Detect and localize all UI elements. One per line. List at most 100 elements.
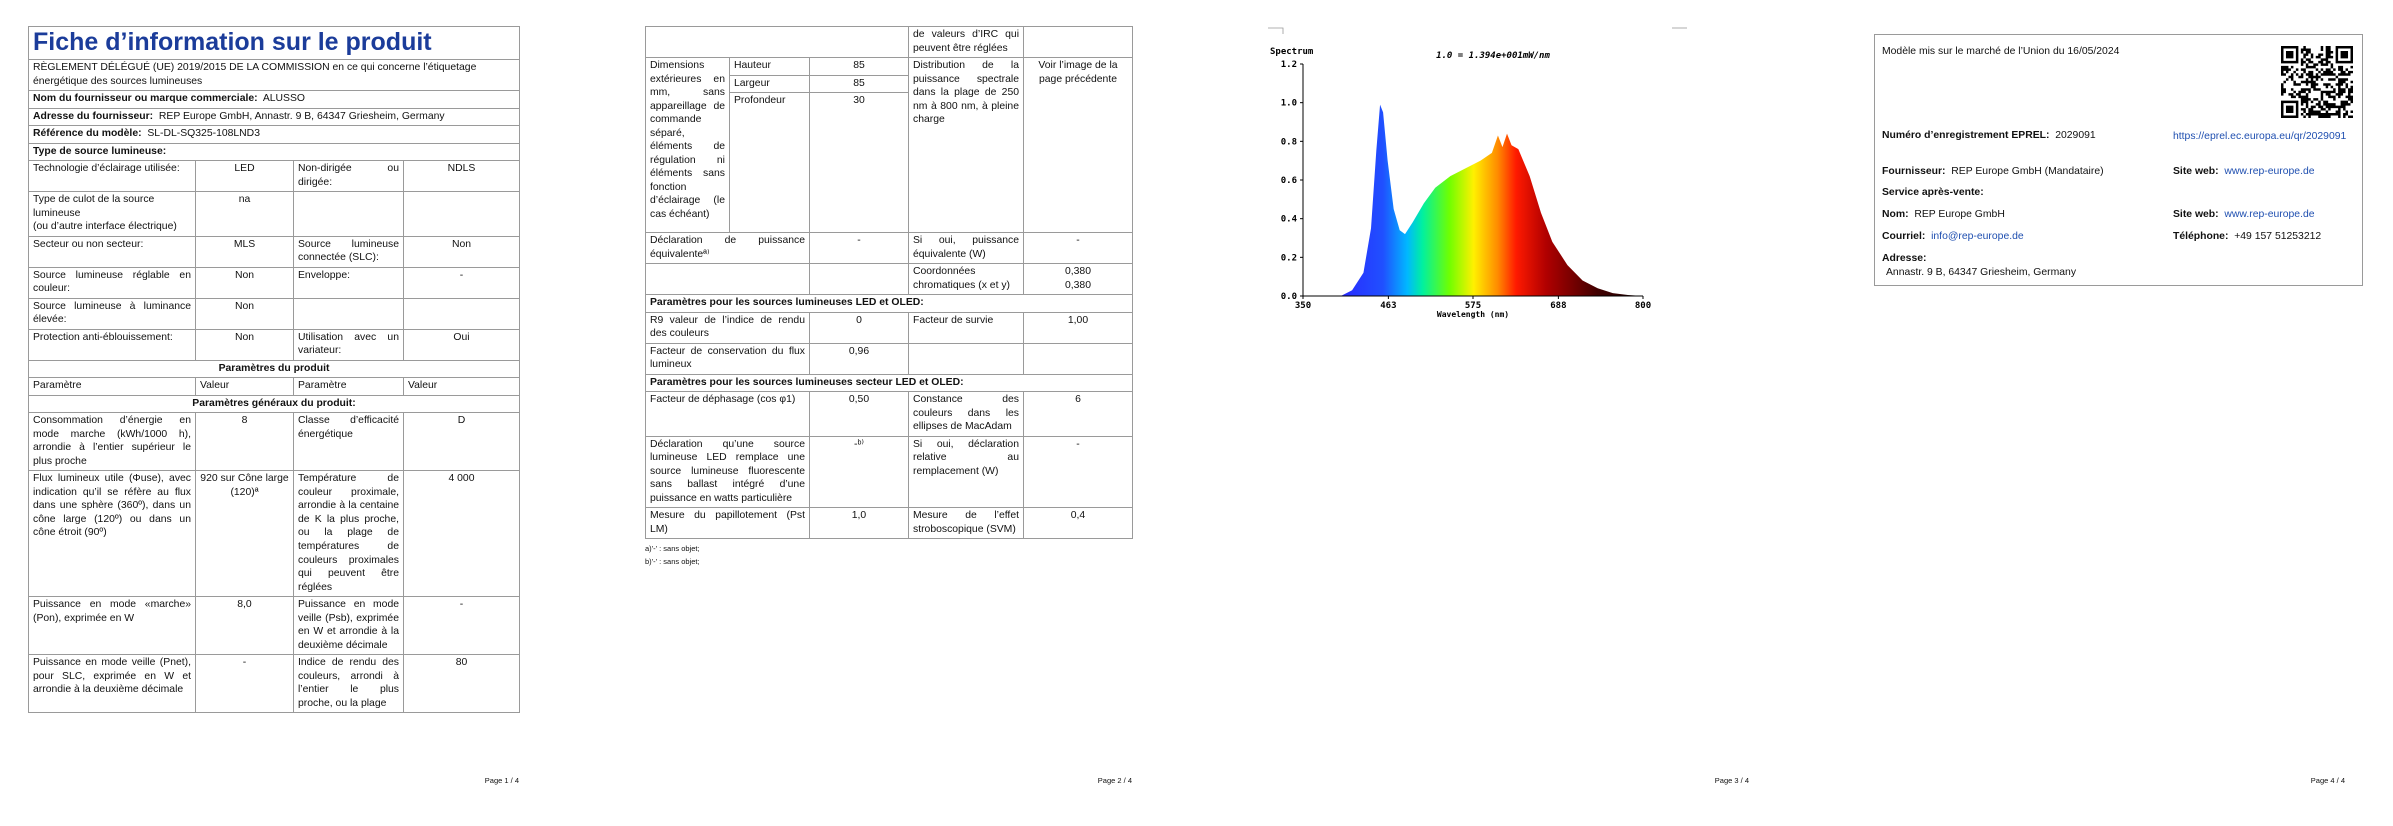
table-cell: Facteur de déphasage (cos φ1): [645, 391, 810, 437]
table-row: RÈGLEMENT DÉLÉGUÉ (UE) 2019/2015 DE LA C…: [28, 58, 520, 92]
text: Courriel:: [1882, 231, 1926, 242]
table-row: Secteur ou non secteur: MLS Source lumineu…: [28, 235, 520, 268]
x-tick-label: 800: [1635, 301, 1651, 311]
table-row: Type de culot de la source lumineuse (ou…: [28, 191, 520, 237]
text: 0,380: [1064, 266, 1091, 278]
table-cell: Mesure du papillotement (Pst LM): [645, 507, 810, 540]
text-block: Fournisseur: REP Europe GmbH (Mandataire…: [1882, 166, 2104, 177]
y-tick-label: 0.0: [1281, 292, 1297, 302]
table-row: Facteur de conservation du flux lumineux…: [645, 342, 1133, 375]
table-row: Source lumineuse à luminance élevée: Non: [28, 297, 520, 330]
footnotes: a)'-' : sans objet; b)'-' : sans objet;: [645, 543, 1134, 569]
table-cell: 1,0: [809, 507, 909, 540]
column-header: Paramètre: [293, 377, 404, 396]
text: SL-DL-SQ325-108LND3: [147, 128, 260, 140]
x-tick-label: 463: [1380, 301, 1396, 311]
y-tick-label: 0.4: [1281, 215, 1298, 225]
text: Adresse du fournisseur:: [33, 110, 154, 122]
section-heading: Paramètres du produit: [28, 359, 520, 379]
table-cell: Déclaration de puissance équivalenteª⁾: [645, 232, 810, 265]
table-cell: [1023, 342, 1133, 375]
table-row: Profondeur 30: [646, 92, 1133, 234]
table-row: Référence du modèle: SL-DL-SQ325-108LND3: [28, 125, 520, 144]
table-cell: Largeur: [729, 74, 810, 94]
corner-mark: [1268, 27, 1284, 34]
table-cell: Constance des couleurs dans les ellipses…: [908, 391, 1024, 437]
table-cell: -: [403, 596, 520, 656]
table-cell: 8,0: [195, 596, 294, 656]
page-2: de valeurs d’IRC qui peuvent être réglée…: [598, 0, 1196, 826]
table-cell: Source lumineuse à luminance élevée:: [28, 297, 196, 330]
table-cell: Adresse du fournisseur: REP Europe GmbH,…: [28, 107, 520, 127]
text-block: Site web: www.rep-europe.de: [2173, 209, 2315, 220]
website-link[interactable]: www.rep-europe.de: [2224, 209, 2315, 220]
table-cell: 0,50: [809, 391, 909, 437]
table-cell: [645, 26, 909, 59]
table-cell: Non: [195, 328, 294, 361]
column-header: Paramètre: [28, 377, 196, 396]
table-row: de valeurs d’IRC qui peuvent être réglée…: [645, 26, 1133, 59]
email-link[interactable]: info@rep-europe.de: [1931, 231, 2024, 242]
table-cell: Non: [195, 266, 294, 299]
column-header: Valeur: [403, 377, 520, 396]
table-cell: 6: [1023, 391, 1133, 437]
table-cell: Non: [403, 235, 520, 268]
table-row: Type de source lumineuse:: [28, 142, 520, 162]
table-cell: NDLS: [403, 160, 520, 193]
table-row: Paramètre Valeur Paramètre Valeur: [28, 377, 520, 396]
footnote: b)'-' : sans objet;: [645, 557, 700, 567]
page-number: Page 4 / 4: [2310, 776, 2345, 785]
text: 0,380: [1064, 279, 1091, 291]
table-row: Source lumineuse réglable en couleur: Non…: [28, 266, 520, 299]
page-number: Page 3 / 4: [1714, 776, 1749, 785]
column-header: Valeur: [195, 377, 294, 396]
text: Référence du modèle:: [33, 128, 142, 140]
table-cell: [403, 297, 520, 330]
table-row: Dimensions extérieures en mm, sans appar…: [645, 57, 1133, 234]
table-cell: -: [403, 266, 520, 299]
text-block: Adresse:: [1882, 253, 1927, 264]
table-row: Puissance en mode «marche» (Pon), exprim…: [28, 596, 520, 656]
page-1-body: Fiche d’information sur le produit RÈGLE…: [28, 26, 521, 753]
table-cell: de valeurs d’IRC qui peuvent être réglée…: [908, 26, 1024, 59]
table-cell: -: [1023, 232, 1133, 265]
table-row: Adresse du fournisseur: REP Europe GmbH,…: [28, 107, 520, 127]
table-row: Mesure du papillotement (Pst LM) 1,0 Mesur…: [645, 507, 1133, 540]
table-cell: Nom du fournisseur ou marque commerciale…: [28, 90, 520, 109]
title: Fiche d’information sur le produit: [28, 26, 520, 60]
page-4: Modèle mis sur le marché de l’Union du 1…: [1794, 0, 2393, 826]
website-link[interactable]: www.rep-europe.de: [2224, 166, 2315, 177]
eprel-link[interactable]: https://eprel.ec.europa.eu/qr/2029091: [2173, 131, 2347, 142]
table-cell: -: [1023, 435, 1133, 509]
page-number: Page 2 / 4: [1097, 776, 1132, 785]
qr-modules: [2281, 46, 2353, 118]
table-cell: 30: [809, 92, 909, 234]
table-cell: 80: [403, 654, 520, 714]
qr-code: [2281, 46, 2353, 118]
text: Site web:: [2173, 209, 2219, 220]
table-cell: Déclaration qu’une source lumineuse LED …: [645, 435, 810, 509]
text: Téléphone:: [2173, 231, 2229, 242]
table-row: Facteur de déphasage (cos φ1) 0,50 Constan…: [645, 391, 1133, 437]
table-cell: 4 000: [403, 470, 520, 598]
table-cell: Distribution de la puissance spectrale d…: [908, 57, 1024, 234]
table-row: Déclaration de puissance équivalenteª⁾ - S…: [645, 232, 1133, 265]
table-cell: Type de culot de la source lumineuse (ou…: [28, 191, 196, 237]
product-table-continued: de valeurs d’IRC qui peuvent être réglée…: [645, 26, 1133, 540]
text: Fournisseur:: [1882, 166, 1946, 177]
tbody: Fiche d’information sur le produit RÈGLE…: [28, 26, 520, 714]
table-cell: [645, 263, 810, 296]
table-cell: [293, 297, 404, 330]
section-heading: Type de source lumineuse:: [28, 142, 520, 162]
table-cell: Utilisation avec un variateur:: [293, 328, 404, 361]
table-cell: Température de couleur proximale, arrond…: [293, 470, 404, 598]
table-cell: 85: [809, 74, 909, 94]
section-heading: Paramètres généraux du produit:: [28, 394, 520, 414]
table-cell: [403, 191, 520, 237]
table-cell: 1,00: [1023, 311, 1133, 344]
table-cell: Si oui, puissance équivalente (W): [908, 232, 1024, 265]
page-1: Fiche d’information sur le produit RÈGLE…: [0, 0, 598, 826]
table-cell: Si oui, déclaration relative au remplace…: [908, 435, 1024, 509]
product-table: Fiche d’information sur le produit RÈGLE…: [28, 26, 520, 714]
